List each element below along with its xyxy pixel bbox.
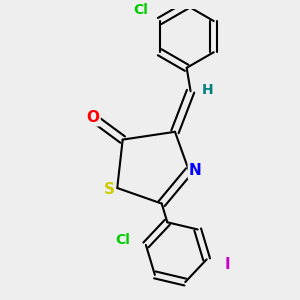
Text: N: N [189, 163, 202, 178]
Text: I: I [225, 257, 231, 272]
Text: H: H [202, 83, 214, 97]
Text: Cl: Cl [133, 3, 148, 17]
Text: O: O [86, 110, 100, 125]
Text: S: S [104, 182, 115, 197]
Text: Cl: Cl [116, 232, 130, 247]
